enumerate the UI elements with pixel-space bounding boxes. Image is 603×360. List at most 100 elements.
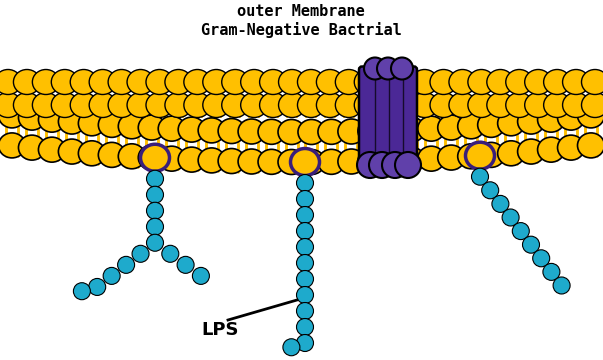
Ellipse shape <box>517 139 545 164</box>
Ellipse shape <box>260 69 286 94</box>
Ellipse shape <box>537 137 564 162</box>
Ellipse shape <box>0 103 25 128</box>
Ellipse shape <box>241 93 268 117</box>
Ellipse shape <box>19 105 45 130</box>
Circle shape <box>147 170 163 187</box>
Ellipse shape <box>392 69 419 94</box>
Ellipse shape <box>478 142 505 167</box>
Circle shape <box>513 222 529 240</box>
Ellipse shape <box>338 149 365 174</box>
Ellipse shape <box>260 93 286 117</box>
Circle shape <box>369 152 395 178</box>
Circle shape <box>297 190 314 207</box>
Ellipse shape <box>355 69 381 94</box>
Ellipse shape <box>33 69 59 94</box>
Circle shape <box>147 186 163 203</box>
Ellipse shape <box>487 69 514 94</box>
Ellipse shape <box>118 114 145 139</box>
Ellipse shape <box>438 115 465 140</box>
Ellipse shape <box>278 149 305 175</box>
Circle shape <box>492 195 509 212</box>
Circle shape <box>297 270 314 288</box>
Ellipse shape <box>178 117 205 142</box>
Ellipse shape <box>279 93 306 117</box>
Circle shape <box>297 255 314 271</box>
Circle shape <box>472 168 488 185</box>
Ellipse shape <box>468 93 495 117</box>
Ellipse shape <box>497 141 525 166</box>
Circle shape <box>297 175 314 192</box>
Ellipse shape <box>373 69 400 94</box>
Ellipse shape <box>506 93 533 117</box>
Circle shape <box>118 256 134 273</box>
Ellipse shape <box>278 120 305 144</box>
Ellipse shape <box>218 149 245 174</box>
Ellipse shape <box>0 133 25 158</box>
Ellipse shape <box>558 105 584 130</box>
Ellipse shape <box>430 93 457 117</box>
Ellipse shape <box>291 148 320 175</box>
Ellipse shape <box>198 118 225 143</box>
Ellipse shape <box>98 112 125 138</box>
Ellipse shape <box>392 93 419 117</box>
Ellipse shape <box>203 69 230 94</box>
Ellipse shape <box>178 147 205 172</box>
Ellipse shape <box>537 107 564 132</box>
Ellipse shape <box>297 69 324 94</box>
Ellipse shape <box>184 69 211 94</box>
Ellipse shape <box>438 145 465 170</box>
Circle shape <box>297 287 314 303</box>
Ellipse shape <box>298 120 325 144</box>
Ellipse shape <box>58 139 86 164</box>
Ellipse shape <box>449 69 476 94</box>
Ellipse shape <box>466 142 494 169</box>
Ellipse shape <box>418 116 445 141</box>
Ellipse shape <box>398 147 425 172</box>
Ellipse shape <box>70 69 97 94</box>
Ellipse shape <box>355 93 381 117</box>
Ellipse shape <box>563 93 590 117</box>
Ellipse shape <box>70 93 97 117</box>
Ellipse shape <box>13 69 40 94</box>
Ellipse shape <box>338 119 365 144</box>
Circle shape <box>89 278 106 296</box>
Ellipse shape <box>158 116 185 141</box>
Ellipse shape <box>478 112 505 138</box>
Ellipse shape <box>558 135 584 160</box>
Ellipse shape <box>578 103 603 128</box>
Text: LPS: LPS <box>201 321 239 339</box>
Ellipse shape <box>544 69 570 94</box>
Circle shape <box>177 256 194 273</box>
Ellipse shape <box>398 117 425 142</box>
Ellipse shape <box>78 141 106 166</box>
Ellipse shape <box>140 144 169 171</box>
Ellipse shape <box>51 69 78 94</box>
Ellipse shape <box>222 93 248 117</box>
Circle shape <box>147 234 163 251</box>
Ellipse shape <box>418 146 445 171</box>
Ellipse shape <box>581 69 603 94</box>
Ellipse shape <box>458 144 485 169</box>
Ellipse shape <box>430 69 457 94</box>
Circle shape <box>364 58 386 80</box>
Text: outer Membrane: outer Membrane <box>237 4 365 19</box>
Circle shape <box>395 152 421 178</box>
Ellipse shape <box>184 93 211 117</box>
Circle shape <box>297 319 314 336</box>
Ellipse shape <box>458 114 485 139</box>
Circle shape <box>377 58 399 80</box>
Ellipse shape <box>127 69 154 94</box>
Ellipse shape <box>98 142 125 167</box>
Circle shape <box>553 277 570 294</box>
Ellipse shape <box>373 93 400 117</box>
Ellipse shape <box>51 93 78 117</box>
Circle shape <box>283 339 300 356</box>
Circle shape <box>297 334 314 351</box>
Ellipse shape <box>138 115 165 140</box>
Ellipse shape <box>411 93 438 117</box>
Ellipse shape <box>318 119 345 144</box>
Ellipse shape <box>138 145 165 170</box>
Circle shape <box>357 152 383 178</box>
Ellipse shape <box>238 149 265 174</box>
Ellipse shape <box>203 93 230 117</box>
